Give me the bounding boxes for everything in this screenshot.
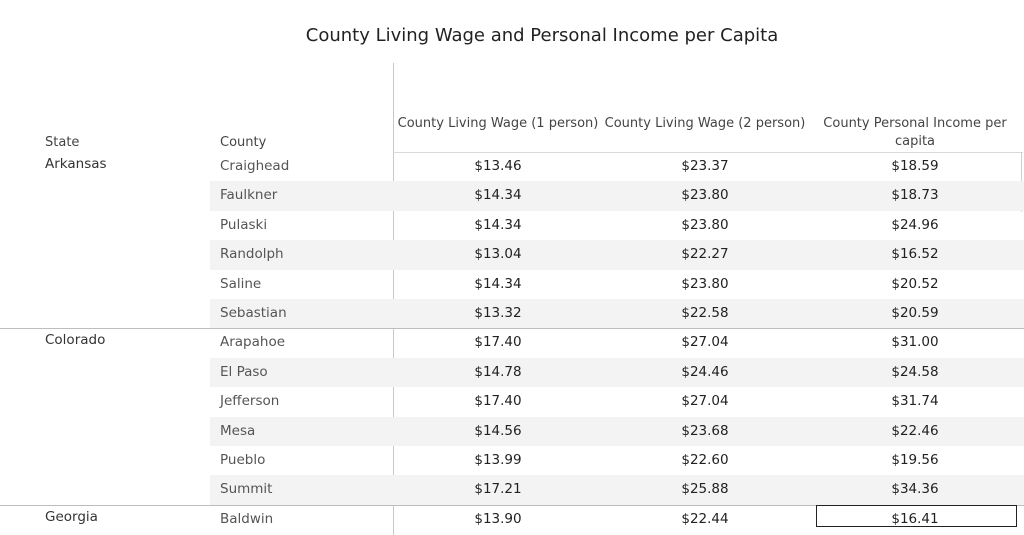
row-band: [210, 298, 1024, 329]
table-row[interactable]: Saline $14.34 $23.80 $20.52: [0, 270, 1024, 299]
personal-income-cell[interactable]: $20.59: [891, 304, 939, 321]
row-band: [210, 357, 1024, 388]
row-band: [210, 240, 1024, 270]
county-cell[interactable]: Pulaski: [220, 216, 268, 233]
table-row[interactable]: Jefferson $17.40 $27.04 $31.74: [0, 387, 1024, 416]
living-wage-2-person-cell[interactable]: $23.80: [681, 187, 729, 204]
table-row[interactable]: Pulaski $14.34 $23.80 $24.96: [0, 211, 1024, 240]
living-wage-1-person-cell[interactable]: $17.40: [474, 393, 522, 410]
county-cell[interactable]: Summit: [220, 481, 273, 498]
state-cell[interactable]: Colorado: [45, 332, 106, 349]
row-band: [210, 475, 1024, 505]
row-band: [210, 181, 1024, 211]
table-row[interactable]: Arkansas Craighead $13.46 $23.37 $18.59: [0, 152, 1024, 181]
living-wage-2-person-cell[interactable]: $24.46: [681, 363, 729, 380]
living-wage-1-person-cell[interactable]: $13.04: [474, 246, 522, 263]
personal-income-cell[interactable]: $16.41: [891, 510, 939, 527]
table-row[interactable]: Colorado Arapahoe $17.40 $27.04 $31.00: [0, 328, 1024, 357]
county-cell[interactable]: Baldwin: [220, 510, 274, 527]
state-cell[interactable]: Arkansas: [45, 156, 107, 172]
county-cell[interactable]: Randolph: [220, 246, 284, 263]
personal-income-cell[interactable]: $24.58: [891, 363, 939, 380]
living-wage-2-person-cell[interactable]: $22.60: [681, 451, 729, 468]
living-wage-2-person-cell[interactable]: $22.44: [681, 510, 729, 527]
living-wage-1-person-cell[interactable]: $14.34: [474, 187, 522, 204]
living-wage-1-person-cell[interactable]: $14.78: [474, 363, 522, 380]
personal-income-cell[interactable]: $31.74: [891, 393, 939, 410]
living-wage-2-person-cell[interactable]: $23.80: [681, 216, 729, 233]
living-wage-1-person-cell[interactable]: $13.46: [474, 158, 522, 174]
living-wage-2-person-cell[interactable]: $27.04: [681, 393, 729, 410]
personal-income-cell[interactable]: $20.52: [891, 275, 939, 292]
county-cell[interactable]: Arapahoe: [220, 334, 286, 351]
header-personal-income[interactable]: County Personal Income per capita: [823, 116, 1007, 149]
living-wage-2-person-cell[interactable]: $23.80: [681, 275, 729, 292]
personal-income-cell[interactable]: $31.00: [891, 334, 939, 351]
county-cell[interactable]: Jefferson: [220, 393, 280, 410]
state-group-separator: [0, 504, 1024, 506]
personal-income-cell[interactable]: $16.52: [891, 246, 939, 263]
living-wage-2-person-cell[interactable]: $23.68: [681, 422, 729, 439]
header-county[interactable]: County: [220, 135, 267, 150]
state-cell[interactable]: Georgia: [45, 508, 98, 525]
header-state[interactable]: State: [45, 135, 80, 150]
living-wage-1-person-cell[interactable]: $13.32: [474, 304, 522, 321]
personal-income-cell[interactable]: $18.73: [891, 187, 939, 204]
table-row[interactable]: Georgia Baldwin $13.90 $22.44 $16.41: [0, 504, 1024, 534]
personal-income-cell[interactable]: $19.56: [891, 451, 939, 468]
header-living-wage-1-person[interactable]: County Living Wage (1 person): [397, 116, 599, 131]
living-wage-1-person-cell[interactable]: $13.99: [474, 451, 522, 468]
living-wage-1-person-cell[interactable]: $14.34: [474, 275, 522, 292]
living-wage-1-person-cell[interactable]: $17.40: [474, 334, 522, 351]
county-cell[interactable]: Craighead: [220, 158, 290, 174]
chart-title: County Living Wage and Personal Income p…: [305, 25, 779, 46]
personal-income-cell[interactable]: $34.36: [891, 481, 939, 498]
county-cell[interactable]: El Paso: [220, 363, 268, 380]
table-row[interactable]: El Paso $14.78 $24.46 $24.58: [0, 357, 1024, 388]
living-wage-2-person-cell[interactable]: $23.37: [681, 158, 729, 174]
table-row[interactable]: Sebastian $13.32 $22.58 $20.59: [0, 298, 1024, 329]
table-row[interactable]: Randolph $13.04 $22.27 $16.52: [0, 240, 1024, 270]
living-wage-2-person-cell[interactable]: $22.58: [681, 304, 729, 321]
table-row[interactable]: Mesa $14.56 $23.68 $22.46: [0, 416, 1024, 446]
living-wage-2-person-cell[interactable]: $22.27: [681, 246, 729, 263]
county-cell[interactable]: Pueblo: [220, 451, 266, 468]
personal-income-cell[interactable]: $22.46: [891, 422, 939, 439]
header-living-wage-2-person[interactable]: County Living Wage (2 person): [604, 116, 806, 131]
living-wage-1-person-cell[interactable]: $13.90: [474, 510, 522, 527]
living-wage-2-person-cell[interactable]: $25.88: [681, 481, 729, 498]
county-cell[interactable]: Faulkner: [220, 187, 278, 204]
county-cell[interactable]: Mesa: [220, 422, 256, 439]
personal-income-cell[interactable]: $24.96: [891, 216, 939, 233]
county-cell[interactable]: Sebastian: [220, 304, 287, 321]
living-wage-1-person-cell[interactable]: $14.56: [474, 422, 522, 439]
table-row[interactable]: Summit $17.21 $25.88 $34.36: [0, 475, 1024, 505]
state-group-separator: [0, 328, 1024, 330]
table-row[interactable]: Faulkner $14.34 $23.80 $18.73: [0, 181, 1024, 211]
row-band: [210, 416, 1024, 446]
table-body: Arkansas Craighead $13.46 $23.37 $18.59 Faulk…: [0, 152, 1024, 534]
county-cell[interactable]: Saline: [220, 275, 262, 292]
living-wage-1-person-cell[interactable]: $17.21: [474, 481, 522, 498]
living-wage-2-person-cell[interactable]: $27.04: [681, 334, 729, 351]
table-row[interactable]: Pueblo $13.99 $22.60 $19.56: [0, 446, 1024, 475]
living-wage-1-person-cell[interactable]: $14.34: [474, 216, 522, 233]
personal-income-cell[interactable]: $18.59: [891, 158, 939, 174]
